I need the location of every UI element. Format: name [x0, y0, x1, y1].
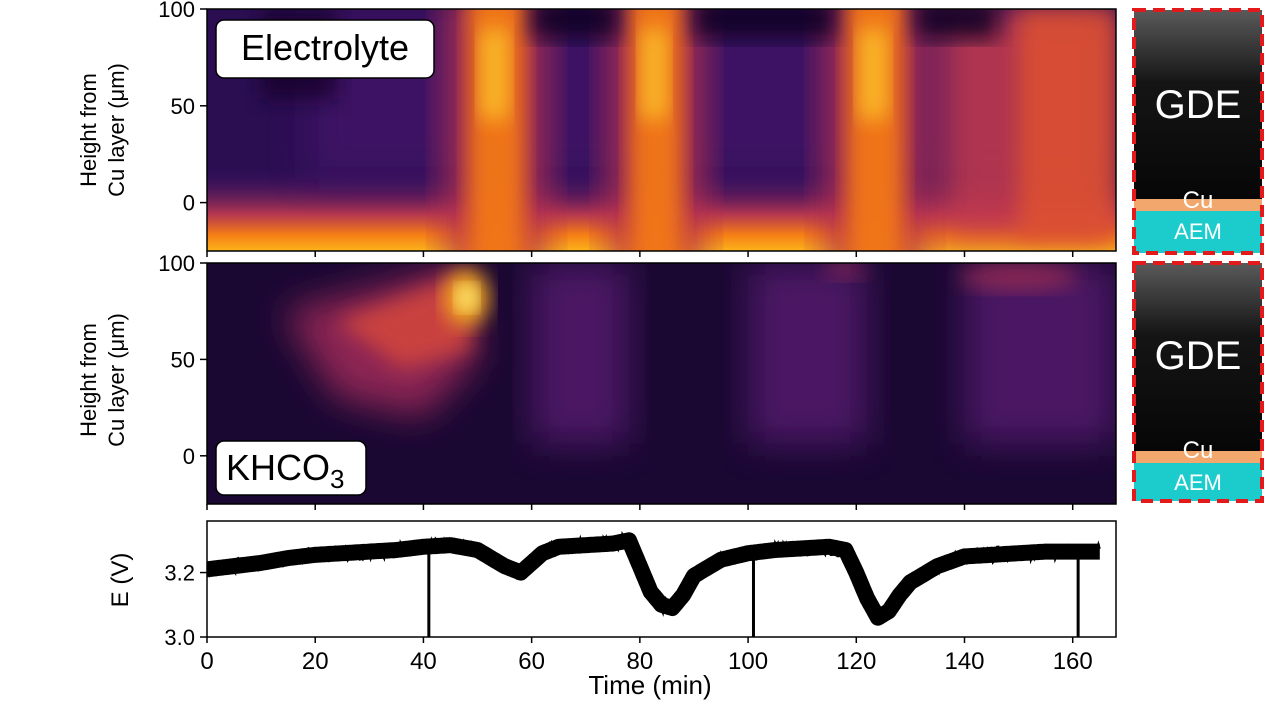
bottom-xlabel: Time (min)	[588, 670, 711, 700]
side-panel-mid-cu-layer	[1134, 451, 1262, 463]
y-tick-label: 50	[171, 94, 195, 119]
heatmap-khco3: KHCO3 0 50 100 Height from Cu layer (μm)	[76, 251, 1117, 510]
mid-panel-label: KHCO	[226, 447, 330, 488]
side-panel-top-aem-label: AEM	[1174, 219, 1222, 244]
potential-line-chart: 3.0 3.2 0 20 40 60 80 100 120 140 160 E (V) Time …	[107, 520, 1117, 700]
side-panel-mid-aem-label: AEM	[1174, 470, 1222, 495]
top-ylabel-line1: Height from	[76, 73, 101, 187]
bottom-ylabel: E (V)	[107, 553, 134, 608]
top-label-box: Electrolyte	[215, 19, 435, 79]
y-tick-label: 50	[171, 347, 195, 372]
x-tick-label: 100	[728, 648, 768, 675]
heatmap-electrolyte: Electrolyte 0 50 100 Height from Cu layer …	[76, 0, 1117, 257]
x-tick-label: 60	[518, 648, 545, 675]
x-tick-label: 80	[627, 648, 654, 675]
side-panel-mid-cu-label: Cu	[1183, 437, 1214, 464]
y-tick-label: 3.2	[164, 561, 195, 586]
line-chart-frame	[206, 520, 1117, 638]
side-panel-top-aem-layer	[1134, 211, 1262, 253]
mid-ylabel-line2: Cu layer (μm)	[104, 313, 129, 447]
y-tick-label: 0	[183, 444, 195, 469]
y-tick-label: 0	[183, 191, 195, 216]
x-tick-label: 40	[410, 648, 437, 675]
top-panel-label: Electrolyte	[241, 27, 409, 68]
bottom-y-ticks: 3.0 3.2	[164, 561, 207, 650]
bottom-x-ticks: 0 20 40 60 80 100 120 140 160	[200, 637, 1093, 675]
x-tick-label: 0	[200, 648, 213, 675]
x-tick-label: 160	[1053, 648, 1093, 675]
y-tick-label: 3.0	[164, 625, 195, 650]
heatmap-khco3-frame	[206, 262, 1117, 505]
y-tick-label: 100	[158, 251, 195, 276]
side-panel-mid-gde-label: GDE	[1155, 334, 1242, 378]
side-panel-top-gde-label: GDE	[1155, 83, 1242, 127]
top-y-ticks: 0 50 100	[158, 0, 207, 216]
side-panel-top: GDE Cu AEM	[1132, 8, 1264, 255]
side-panel-top-cu-label: Cu	[1183, 187, 1214, 214]
mid-label-box: KHCO3	[215, 440, 367, 496]
top-ylabel-line2: Cu layer (μm)	[104, 63, 129, 197]
top-x-ticks	[206, 251, 1074, 257]
potential-series-line	[207, 530, 1101, 624]
svg-text:KHCO3: KHCO3	[226, 447, 344, 494]
y-tick-label: 100	[158, 0, 195, 22]
side-panel-mid: GDE Cu AEM	[1132, 261, 1264, 503]
side-panel-mid-aem-layer	[1134, 463, 1262, 501]
mid-ylabel-line1: Height from	[76, 323, 101, 437]
x-tick-label: 120	[836, 648, 876, 675]
potential-spikes	[427, 546, 1080, 637]
x-tick-label: 20	[302, 648, 329, 675]
heatmap-electrolyte-frame	[206, 8, 1117, 252]
mid-y-ticks: 0 50 100	[158, 251, 207, 469]
mid-panel-label-subscript: 3	[330, 464, 344, 494]
x-tick-label: 140	[944, 648, 984, 675]
side-panel-top-cu-layer	[1134, 199, 1262, 211]
mid-x-ticks	[206, 504, 1074, 510]
